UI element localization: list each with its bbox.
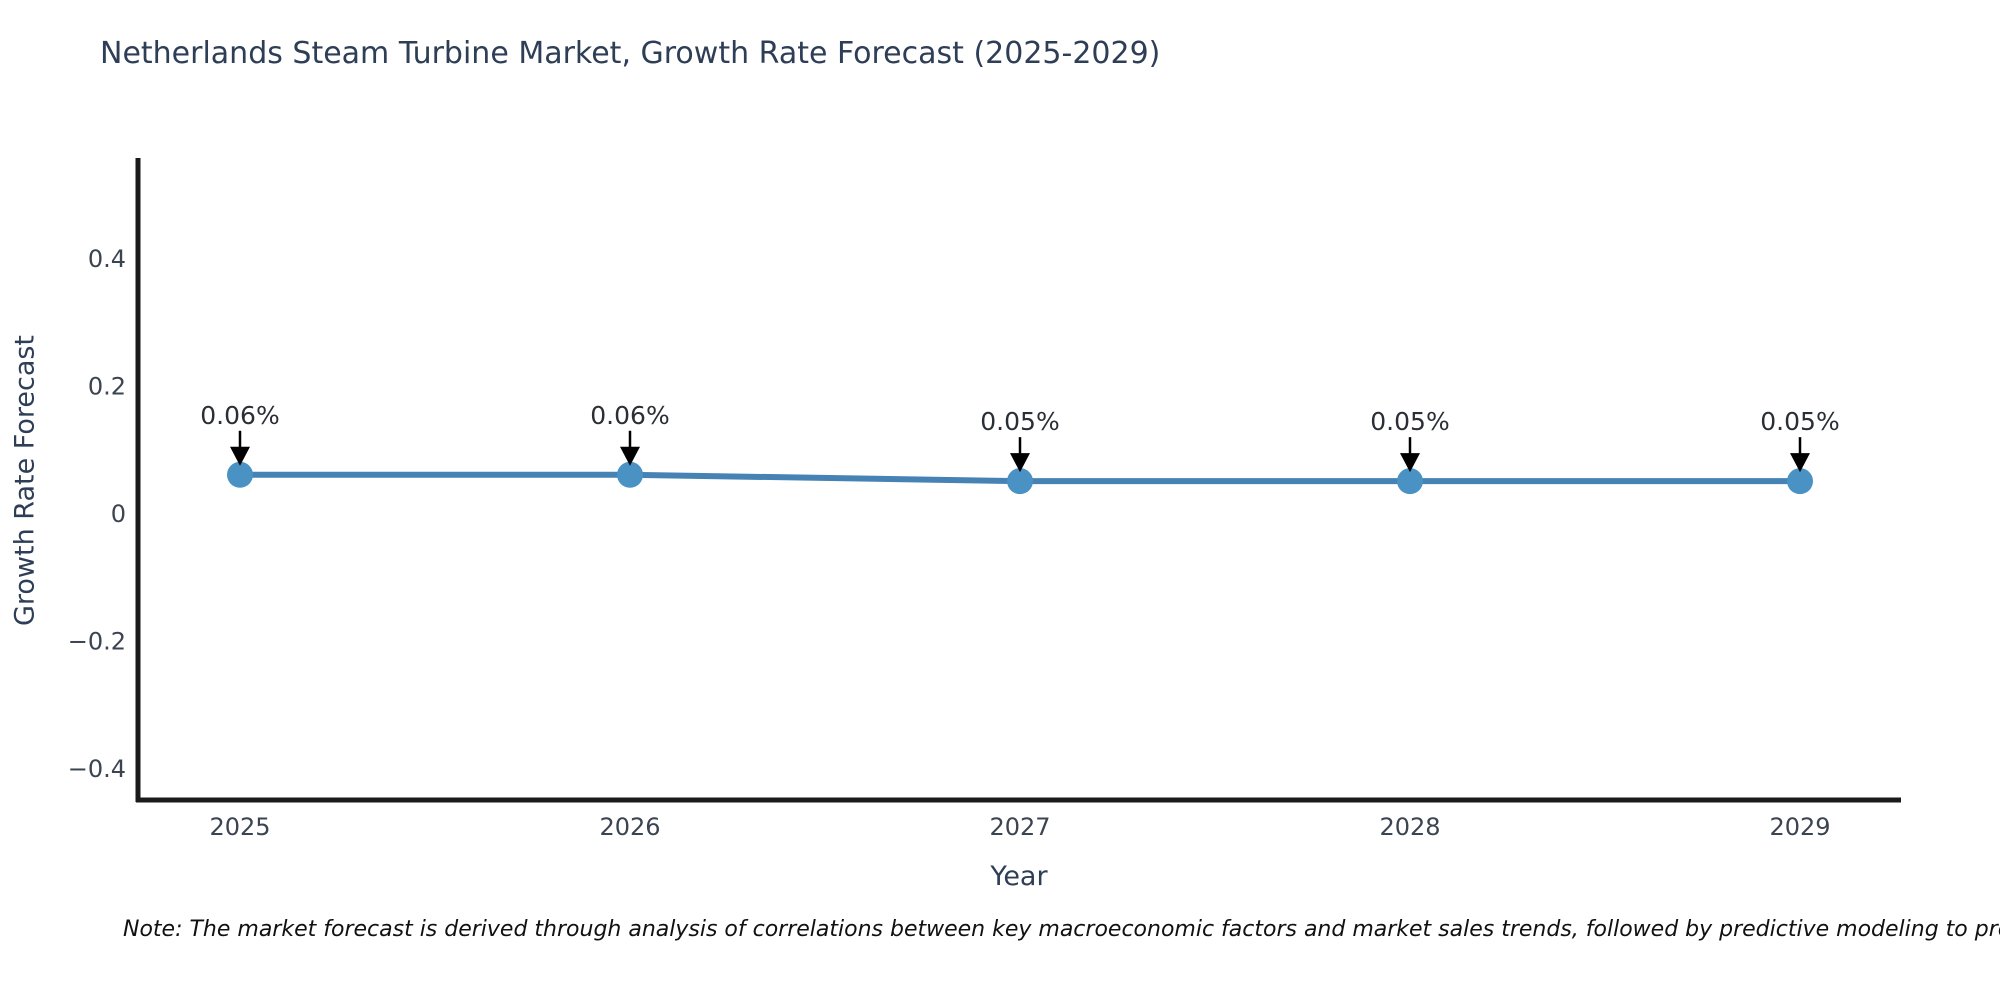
- x-tick-label: 2026: [599, 813, 660, 841]
- chart-title: Netherlands Steam Turbine Market, Growth…: [100, 36, 1161, 71]
- point-value-label: 0.06%: [200, 401, 279, 430]
- x-axis-title: Year: [990, 861, 1048, 892]
- data-point-marker: [227, 461, 253, 488]
- annotation-arrow-head: [620, 446, 640, 466]
- data-point-marker: [617, 461, 643, 488]
- footnote: Note: The market forecast is derived thr…: [123, 917, 2000, 942]
- data-markers: [227, 461, 1813, 495]
- point-annotations: 0.06% 0.06% 0.05% 0.05% 0.05%: [200, 401, 1840, 473]
- annotation-arrow-head: [1010, 453, 1030, 473]
- x-tick-label: 2029: [1769, 813, 1830, 841]
- data-point-marker: [1007, 468, 1033, 495]
- annotation-arrow-head: [230, 446, 250, 466]
- x-tick-label: 2027: [989, 813, 1050, 841]
- y-tick-label: −0.2: [68, 627, 126, 655]
- point-value-label: 0.05%: [980, 407, 1059, 436]
- y-tick-label: 0: [111, 500, 126, 528]
- point-value-label: 0.06%: [590, 401, 669, 430]
- y-tick-labels: 0.4 0.2 0 −0.2 −0.4: [68, 245, 126, 783]
- y-tick-label: 0.2: [88, 373, 126, 401]
- y-tick-label: −0.4: [68, 755, 126, 783]
- point-value-label: 0.05%: [1760, 407, 1839, 436]
- point-value-label: 0.05%: [1370, 407, 1449, 436]
- data-point-marker: [1397, 468, 1423, 495]
- x-tick-labels: 2025 2026 2027 2028 2029: [209, 813, 1830, 841]
- y-tick-label: 0.4: [88, 245, 126, 273]
- x-tick-label: 2028: [1379, 813, 1440, 841]
- annotation-arrow-head: [1790, 453, 1810, 473]
- x-tick-label: 2025: [209, 813, 270, 841]
- annotation-arrow-head: [1400, 453, 1420, 473]
- data-point-marker: [1787, 468, 1813, 495]
